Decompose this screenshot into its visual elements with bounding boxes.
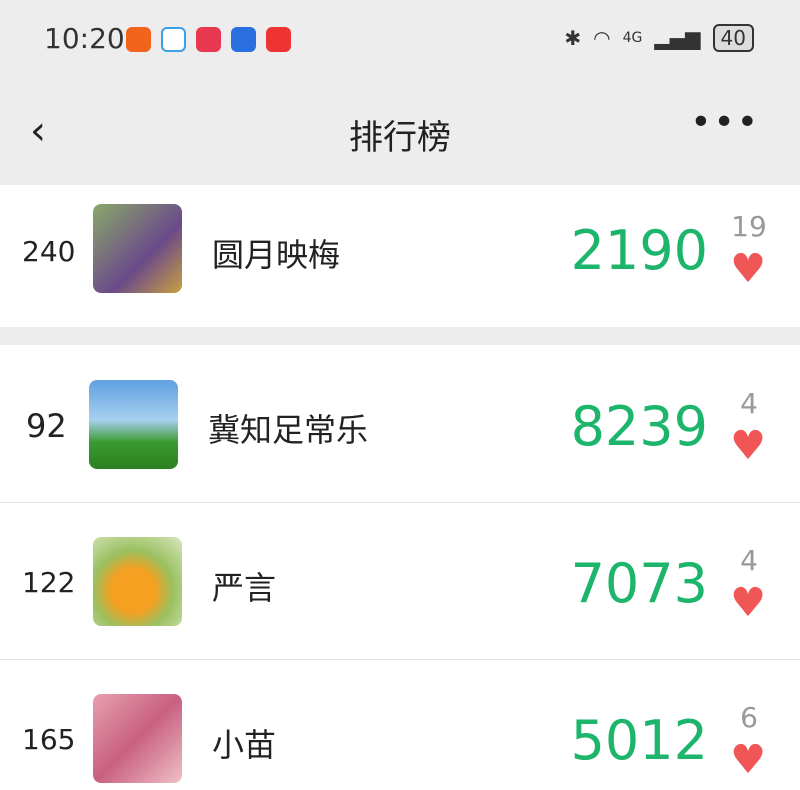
chevron-left-icon[interactable]: ‹ xyxy=(30,108,46,154)
like-count: 4 xyxy=(740,544,758,577)
wifi-icon: ◠ xyxy=(593,26,611,50)
list-item[interactable]: 122 严言 7073 4 ♥ xyxy=(0,503,800,659)
status-bar: 10:20 ✱ ◠ 4G ▂▄▆ 40 xyxy=(0,0,800,80)
notification-icons xyxy=(126,27,291,52)
app-icon xyxy=(231,27,256,52)
system-icons: ✱ ◠ 4G ▂▄▆ 40 xyxy=(564,24,754,52)
my-rank-row[interactable]: 240 圆月映梅 2190 19 ♥ xyxy=(0,185,800,327)
page-title: 排行榜 xyxy=(349,118,451,158)
toutiao-icon xyxy=(266,27,291,52)
like-count: 4 xyxy=(740,387,758,420)
step-count: 5012 xyxy=(570,709,708,772)
huawei-app-icon xyxy=(196,27,221,52)
user-name: 圆月映梅 xyxy=(212,236,341,274)
user-name: 小苗 xyxy=(212,726,277,764)
divider xyxy=(0,659,800,660)
battery-icon: 40 xyxy=(712,24,754,52)
step-count: 7073 xyxy=(570,552,708,615)
rank: 122 xyxy=(22,566,76,599)
user-name: 冀知足常乐 xyxy=(208,411,369,449)
user-name: 严言 xyxy=(212,569,277,607)
message-icon xyxy=(161,27,186,52)
step-count: 8239 xyxy=(570,395,708,458)
signal-icon: 4G xyxy=(622,30,643,46)
signal-bars-icon: ▂▄▆ xyxy=(654,26,701,50)
like-count: 19 xyxy=(731,210,767,243)
clock: 10:20 xyxy=(44,22,125,55)
divider xyxy=(0,502,800,503)
avatar[interactable] xyxy=(93,537,182,626)
heart-icon[interactable]: ♥ xyxy=(730,580,766,626)
step-count: 2190 xyxy=(570,219,708,282)
list-item[interactable]: 165 小苗 5012 6 ♥ xyxy=(0,660,800,790)
rank: 240 xyxy=(22,235,76,268)
bluetooth-icon: ✱ xyxy=(564,26,582,50)
list-item[interactable]: 92 冀知足常乐 8239 4 ♥ xyxy=(0,345,800,502)
avatar[interactable] xyxy=(93,694,182,783)
avatar[interactable] xyxy=(89,380,178,469)
avatar[interactable] xyxy=(93,204,182,293)
heart-icon[interactable]: ♥ xyxy=(730,246,766,292)
more-icon[interactable]: ••• xyxy=(690,102,760,143)
heart-icon[interactable]: ♥ xyxy=(730,737,766,783)
kuaishou-icon xyxy=(126,27,151,52)
heart-icon[interactable]: ♥ xyxy=(730,423,766,469)
rank: 92 xyxy=(26,407,67,445)
nav-header: ‹ 排行榜 ••• xyxy=(0,80,800,185)
like-count: 6 xyxy=(740,701,758,734)
rank: 165 xyxy=(22,723,76,756)
